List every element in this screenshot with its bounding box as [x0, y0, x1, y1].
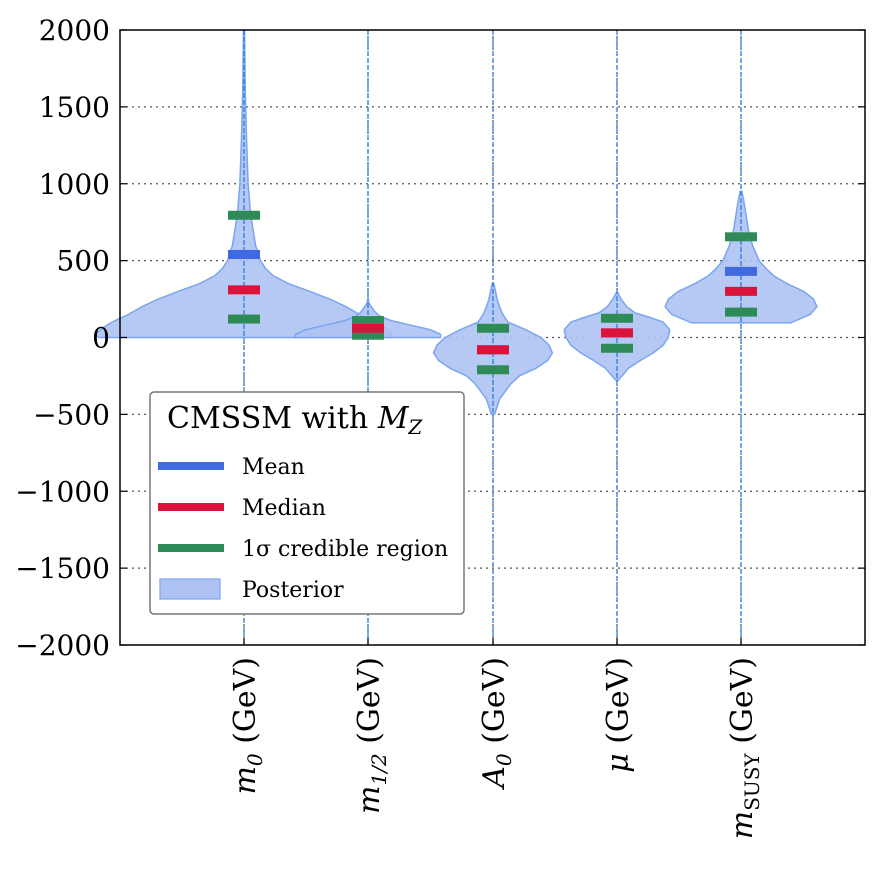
- y-tick-label: −2000: [15, 629, 110, 662]
- legend-swatch-median: [158, 503, 224, 511]
- x-label-subscript: 1/2: [367, 753, 391, 785]
- x-label-unit: (GeV): [228, 657, 263, 753]
- x-label-unit: (GeV): [601, 657, 636, 753]
- x-label-symbol: m: [228, 766, 263, 794]
- legend-swatch-ci: [158, 544, 224, 552]
- violin-msusy: [664, 30, 818, 645]
- ci-low-marker: [352, 330, 384, 340]
- median-marker: [477, 345, 509, 355]
- y-tick-label: 0: [92, 322, 110, 355]
- ci-low-marker: [725, 307, 757, 317]
- median-marker: [228, 285, 260, 295]
- ci-high-marker: [477, 323, 509, 333]
- legend-label-median: Median: [242, 496, 326, 521]
- legend-label-ci: 1σ credible region: [242, 537, 448, 562]
- x-label-m12: m1/2 (GeV): [352, 657, 391, 814]
- x-label-mu: μ (GeV): [601, 657, 636, 773]
- y-axis: 2000 1500 1000 500 0 −500 −1000 −1500 −2000: [15, 14, 865, 662]
- x-label-subscript: 0: [492, 753, 516, 766]
- ci-high-marker: [228, 210, 260, 220]
- ci-low-marker: [601, 343, 633, 353]
- y-tick-label: −500: [33, 398, 110, 431]
- legend-title-sub: Z: [407, 415, 423, 439]
- violin-A0: [432, 30, 554, 645]
- x-label-unit: (GeV): [725, 657, 760, 753]
- y-tick-label: −1000: [15, 475, 110, 508]
- x-label-msusy: mSUSY (GeV): [725, 657, 764, 839]
- x-label-symbol: m: [725, 811, 760, 839]
- violins: [94, 29, 818, 645]
- ci-high-marker: [725, 232, 757, 242]
- median-marker: [725, 286, 757, 296]
- x-axis-labels: m0 (GeV)m1/2 (GeV)A0 (GeV)μ (GeV)mSUSY (…: [228, 638, 764, 839]
- legend: CMSSM with MZ Mean Median 1σ credible regi…: [149, 391, 465, 615]
- y-tick-label: 1000: [39, 168, 110, 201]
- x-label-A0: A0 (GeV): [477, 657, 516, 791]
- x-label-subscript: SUSY: [740, 753, 764, 811]
- x-label-symbol: A: [477, 766, 512, 791]
- legend-label-mean: Mean: [242, 455, 305, 480]
- mean-marker: [725, 266, 757, 276]
- x-label-symbol: μ: [601, 753, 636, 773]
- violin-mu: [563, 30, 671, 645]
- y-tick-label: 1500: [39, 91, 110, 124]
- legend-title-math: M: [377, 401, 410, 436]
- y-tick-label: −1500: [15, 552, 110, 585]
- ci-low-marker: [477, 365, 509, 375]
- ci-high-marker: [352, 316, 384, 326]
- x-label-symbol: m: [352, 786, 387, 814]
- legend-swatch-posterior: [159, 578, 221, 600]
- median-marker: [352, 323, 384, 333]
- legend-box: [149, 391, 465, 615]
- y-tick-label: 2000: [39, 14, 110, 47]
- median-marker: [601, 328, 633, 338]
- x-label-m0: m0 (GeV): [228, 657, 267, 795]
- x-label-unit: (GeV): [477, 657, 512, 753]
- x-label-subscript: 0: [243, 753, 267, 766]
- ci-low-marker: [228, 314, 260, 324]
- mean-marker: [228, 249, 260, 259]
- legend-entries: Mean Median 1σ credible region Posterior: [158, 455, 448, 603]
- legend-label-posterior: Posterior: [242, 578, 344, 603]
- ci-high-marker: [601, 313, 633, 323]
- x-label-unit: (GeV): [352, 657, 387, 753]
- y-tick-label: 500: [57, 245, 110, 278]
- legend-title-text: CMSSM with: [167, 401, 378, 436]
- legend-title: CMSSM with MZ: [167, 401, 423, 439]
- legend-swatch-mean: [158, 462, 224, 470]
